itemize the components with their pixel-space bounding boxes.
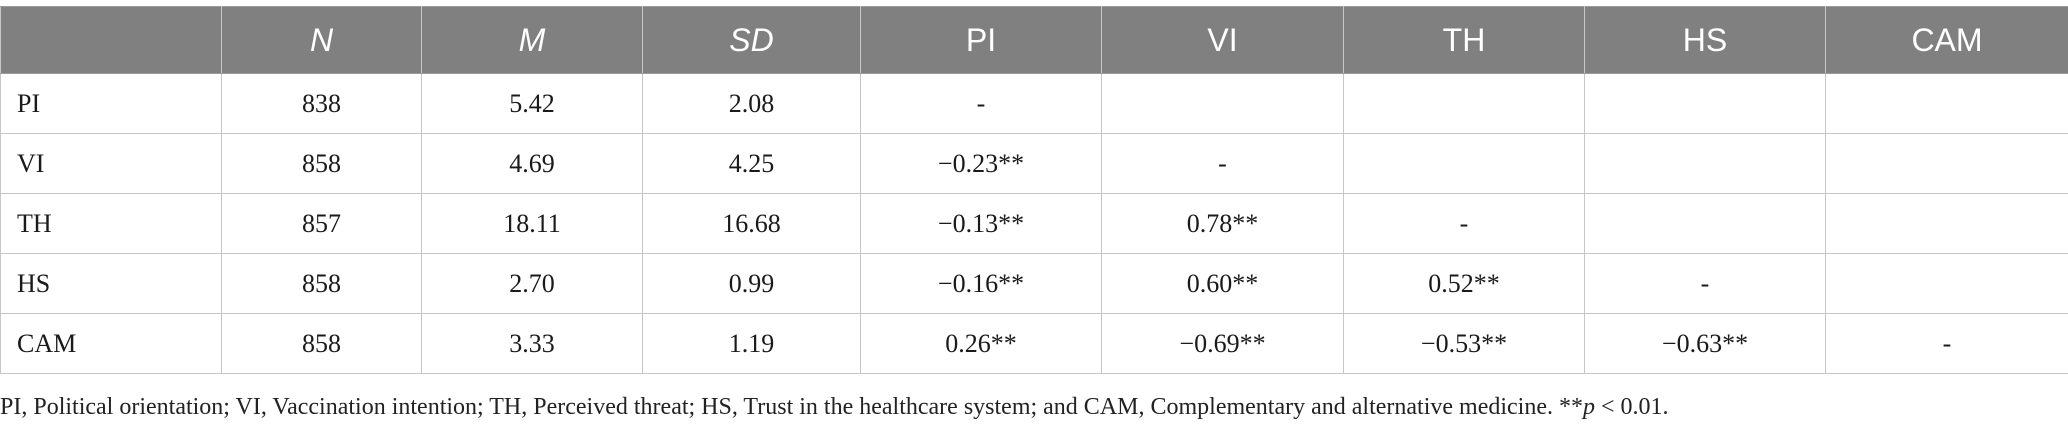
table-cell [1584, 133, 1826, 194]
table-cell: −0.23** [860, 133, 1102, 194]
header-cell-pi: PI [860, 6, 1102, 74]
table-cell: 18.11 [421, 193, 643, 254]
table-cell: 2.08 [642, 73, 861, 134]
table-cell: 0.78** [1101, 193, 1344, 254]
table-cell: 16.68 [642, 193, 861, 254]
table-cell: 858 [221, 253, 422, 314]
table-cell: 4.69 [421, 133, 643, 194]
table-cell: 0.26** [860, 313, 1102, 374]
table-row: HS 858 2.70 0.99 −0.16** 0.60** 0.52** - [0, 253, 2068, 314]
table-cell: 4.25 [642, 133, 861, 194]
header-cell-blank [0, 6, 222, 74]
table-cell: 0.60** [1101, 253, 1344, 314]
header-cell-th: TH [1343, 6, 1585, 74]
table-row: CAM 858 3.33 1.19 0.26** −0.69** −0.53**… [0, 313, 2068, 374]
row-label: VI [0, 133, 222, 194]
header-cell-vi: VI [1101, 6, 1344, 74]
footnote-text: PI, Political orientation; VI, Vaccinati… [0, 394, 1584, 420]
table-cell [1825, 253, 2068, 314]
table-cell: - [1825, 313, 2068, 374]
table-cell: 858 [221, 133, 422, 194]
table-cell [1343, 133, 1585, 194]
table-cell: 2.70 [421, 253, 643, 314]
row-label: TH [0, 193, 222, 254]
table-cell: - [1343, 193, 1585, 254]
header-cell-hs: HS [1584, 6, 1826, 74]
table-cell [1825, 193, 2068, 254]
table-footnote: PI, Political orientation; VI, Vaccinati… [0, 394, 1669, 421]
table-cell: 5.42 [421, 73, 643, 134]
header-cell-sd: SD [642, 6, 861, 74]
table-cell: 3.33 [421, 313, 643, 374]
table-cell: 0.52** [1343, 253, 1585, 314]
table-row: VI 858 4.69 4.25 −0.23** - [0, 133, 2068, 194]
correlation-table: N M SD PI VI TH HS CAM PI 838 5.42 2.08 … [0, 6, 2068, 374]
table-cell: - [1584, 253, 1826, 314]
correlation-table-container: N M SD PI VI TH HS CAM PI 838 5.42 2.08 … [0, 6, 2068, 374]
table-row: TH 857 18.11 16.68 −0.13** 0.78** - [0, 193, 2068, 254]
table-cell [1343, 73, 1585, 134]
table-cell [1584, 73, 1826, 134]
table-cell: 1.19 [642, 313, 861, 374]
table-cell: 858 [221, 313, 422, 374]
table-cell: 857 [221, 193, 422, 254]
table-cell: - [1101, 133, 1344, 194]
table-cell: −0.16** [860, 253, 1102, 314]
table-header-row: N M SD PI VI TH HS CAM [0, 6, 2068, 74]
footnote-threshold: < 0.01. [1595, 394, 1669, 420]
table-cell: 0.99 [642, 253, 861, 314]
row-label: CAM [0, 313, 222, 374]
header-cell-m: M [421, 6, 643, 74]
row-label: HS [0, 253, 222, 314]
table-cell: −0.63** [1584, 313, 1826, 374]
header-cell-n: N [221, 6, 422, 74]
table-cell: - [860, 73, 1102, 134]
table-cell: −0.13** [860, 193, 1102, 254]
table-cell [1101, 73, 1344, 134]
header-cell-cam: CAM [1825, 6, 2068, 74]
table-cell [1825, 133, 2068, 194]
footnote-p-symbol: p [1583, 394, 1596, 420]
table-cell: −0.69** [1101, 313, 1344, 374]
table-cell [1825, 73, 2068, 134]
table-cell [1584, 193, 1826, 254]
table-cell: 838 [221, 73, 422, 134]
table-cell: −0.53** [1343, 313, 1585, 374]
row-label: PI [0, 73, 222, 134]
table-row: PI 838 5.42 2.08 - [0, 73, 2068, 134]
